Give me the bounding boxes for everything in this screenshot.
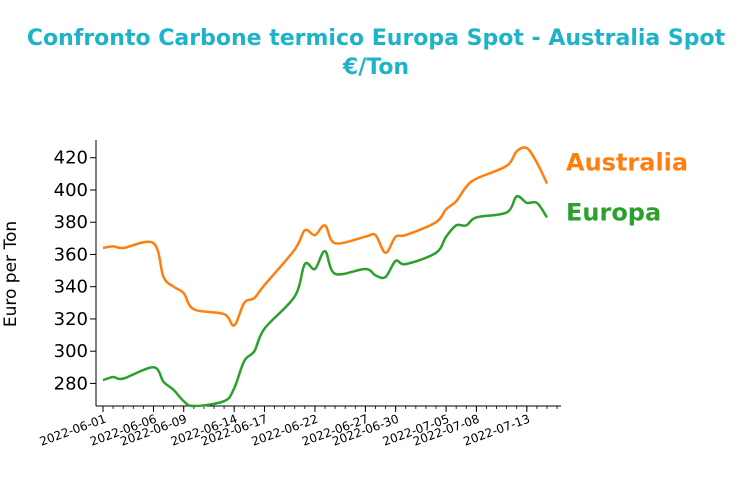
axes: 2803003203403603804004202022-06-012022-0… <box>38 140 561 449</box>
y-tick-label: 380 <box>54 212 88 233</box>
y-tick-label: 340 <box>54 277 88 298</box>
series-label-europa: Europa <box>566 199 661 227</box>
y-tick-label: 400 <box>54 180 88 201</box>
series-labels: Australia Europa <box>566 149 688 227</box>
series-lines <box>102 146 549 408</box>
series-line-europa <box>102 194 549 408</box>
chart-title: Confronto Carbone termico Europa Spot - … <box>0 24 752 82</box>
y-tick-label: 300 <box>54 341 88 362</box>
series-label-australia: Australia <box>566 149 688 177</box>
y-axis-label-group: Euro per Ton <box>1 221 21 327</box>
y-tick-label: 320 <box>54 309 88 330</box>
series-line-australia <box>102 146 549 327</box>
y-tick-label: 360 <box>54 244 88 265</box>
y-tick-label: 280 <box>54 373 88 394</box>
chart-title-line-2: €/Ton <box>342 55 410 80</box>
chart-title-line-1: Confronto Carbone termico Europa Spot - … <box>26 26 726 51</box>
y-tick-label: 420 <box>54 148 88 169</box>
y-axis-label: Euro per Ton <box>1 221 21 327</box>
